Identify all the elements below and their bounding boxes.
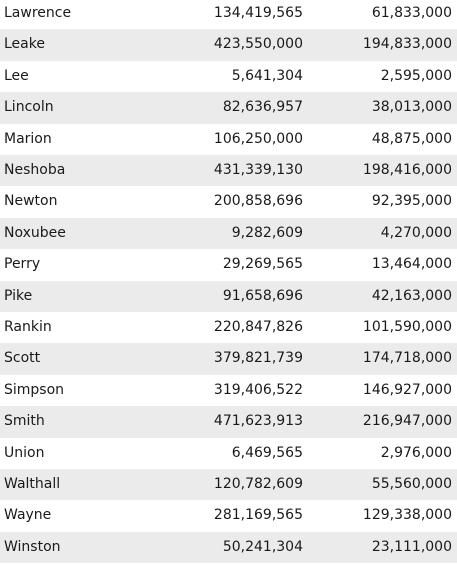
- county-name: Walthall: [4, 476, 61, 492]
- table-row: Lawrence 134,419,565 61,833,000: [0, 0, 457, 29]
- amount-cell: 431,339,130: [213, 162, 303, 178]
- table-row: Lincoln 82,636,957 38,013,000: [0, 92, 457, 124]
- amount-cell: 5,641,304: [231, 67, 303, 84]
- amount-cell: 38,013,000: [371, 99, 452, 116]
- amount-cell: 146,927,000: [362, 381, 452, 398]
- table-row: Leake 423,550,000 194,833,000: [0, 29, 457, 61]
- table-row: Walthall 120,782,609 55,560,000: [0, 469, 457, 501]
- amount-cell: 216,947,000: [362, 413, 452, 430]
- amount-cell: 6,469,565: [231, 444, 303, 461]
- amount-cell: 23,111,000: [371, 538, 452, 555]
- amount-cell: 120,782,609: [213, 476, 303, 492]
- amount-cell: 48,875,000: [371, 130, 452, 147]
- county-name: Perry: [4, 256, 41, 273]
- table-row: Rankin 220,847,826 101,590,000: [0, 312, 457, 343]
- amount-cell: 82,636,957: [222, 99, 303, 116]
- table-row: Newton 200,858,696 92,395,000: [0, 186, 457, 217]
- county-name: Pike: [4, 287, 33, 304]
- table-row: Winston 50,241,304 23,111,000: [0, 531, 457, 564]
- amount-cell: 319,406,522: [213, 381, 303, 398]
- amount-cell: 2,595,000: [380, 67, 452, 84]
- county-name: Lee: [4, 67, 29, 84]
- county-name: Lincoln: [4, 99, 54, 116]
- county-name: Simpson: [4, 381, 65, 398]
- county-name: Wayne: [4, 507, 52, 524]
- amount-cell: 134,419,565: [213, 5, 303, 21]
- amount-cell: 4,270,000: [380, 224, 452, 241]
- amount-cell: 101,590,000: [362, 319, 452, 335]
- table-row: Pike 91,658,696 42,163,000: [0, 280, 457, 312]
- amount-cell: 42,163,000: [371, 287, 452, 304]
- amount-cell: 200,858,696: [213, 193, 303, 210]
- table-row: Smith 471,623,913 216,947,000: [0, 406, 457, 438]
- county-name: Neshoba: [4, 162, 66, 178]
- county-name: Smith: [4, 413, 45, 430]
- amount-cell: 129,338,000: [362, 507, 452, 524]
- amount-cell: 91,658,696: [222, 287, 303, 304]
- amount-cell: 13,464,000: [371, 256, 452, 273]
- county-name: Rankin: [4, 319, 52, 335]
- table-row: Lee 5,641,304 2,595,000: [0, 61, 457, 92]
- county-name: Union: [4, 444, 45, 461]
- county-name: Newton: [4, 193, 58, 210]
- amount-cell: 2,976,000: [380, 444, 452, 461]
- amount-cell: 50,241,304: [222, 538, 303, 555]
- table-row: Marion 106,250,000 48,875,000: [0, 124, 457, 155]
- county-name: Lawrence: [4, 5, 72, 21]
- amount-cell: 220,847,826: [213, 319, 303, 335]
- amount-cell: 9,282,609: [231, 224, 303, 241]
- amount-cell: 61,833,000: [371, 5, 452, 21]
- amount-cell: 29,269,565: [222, 256, 303, 273]
- amount-cell: 198,416,000: [362, 162, 452, 178]
- amount-cell: 423,550,000: [213, 36, 303, 53]
- amount-cell: 106,250,000: [213, 130, 303, 147]
- table-row: Scott 379,821,739 174,718,000: [0, 343, 457, 375]
- amount-cell: 92,395,000: [371, 193, 452, 210]
- amount-cell: 174,718,000: [362, 350, 452, 367]
- table-row: Neshoba 431,339,130 198,416,000: [0, 155, 457, 187]
- amount-cell: 379,821,739: [213, 350, 303, 367]
- county-name: Leake: [4, 36, 45, 53]
- amount-cell: 194,833,000: [362, 36, 452, 53]
- table-row: Simpson 319,406,522 146,927,000: [0, 375, 457, 406]
- table-row: Union 6,469,565 2,976,000: [0, 438, 457, 469]
- amount-cell: 471,623,913: [213, 413, 303, 430]
- table-row: Perry 29,269,565 13,464,000: [0, 249, 457, 280]
- amount-cell: 55,560,000: [371, 476, 452, 492]
- amount-cell: 281,169,565: [213, 507, 303, 524]
- county-name: Noxubee: [4, 224, 66, 241]
- table-row: Noxubee 9,282,609 4,270,000: [0, 217, 457, 250]
- county-name: Winston: [4, 538, 61, 555]
- county-name: Scott: [4, 350, 41, 367]
- county-name: Marion: [4, 130, 52, 147]
- table-row: Wayne 281,169,565 129,338,000: [0, 500, 457, 531]
